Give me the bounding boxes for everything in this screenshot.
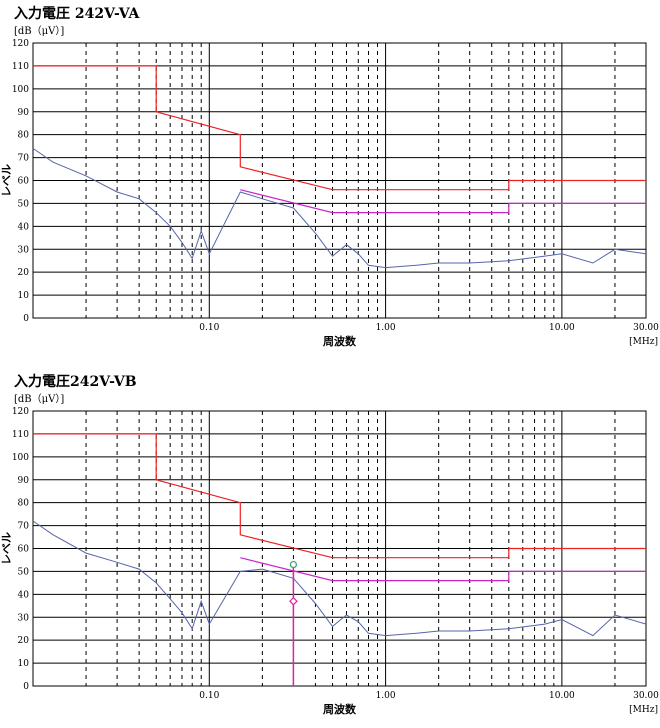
x-tick-label: 0.10: [199, 323, 219, 333]
y-tick-label: 0: [23, 682, 29, 692]
x-axis-unit: [MHz]: [629, 337, 658, 347]
y-tick-label: 10: [18, 659, 30, 669]
chart-svg-vb: 0 10 20 30 40 50 60 70 80 90 100 110 120 0.10 1.00 10.0…: [0, 407, 659, 716]
y-tick-label: 50: [18, 567, 30, 577]
chart-panel-va: 入力電圧 242V-VA [dB（μV）] 0 10 20 30 40 50 60 70 80 9…: [0, 0, 660, 360]
chart-title: 入力電圧242V-VB: [14, 374, 137, 390]
x-tick-label: 1.00: [376, 691, 396, 701]
y-tick-label: 70: [18, 522, 30, 532]
y-axis-label: レベル: [0, 532, 13, 565]
x-tick-label: 10.00: [549, 323, 575, 333]
x-tick-label: 1.00: [376, 323, 396, 333]
chart-title: 入力電圧 242V-VA: [14, 6, 140, 22]
y-tick-label: 50: [18, 199, 30, 209]
y-tick-label: 0: [23, 314, 29, 324]
y-tick-label: 40: [18, 222, 30, 232]
x-tick-label: 0.10: [199, 691, 219, 701]
y-tick-label: 60: [18, 545, 30, 555]
series-trace: [32, 520, 647, 637]
x-axis-label: 周波数: [323, 702, 357, 716]
y-tick-label: 40: [18, 590, 30, 600]
y-tick-label: 110: [12, 62, 29, 72]
y-tick-label: 120: [12, 39, 29, 49]
y-tick-label: 20: [18, 268, 30, 278]
y-tick-label: 30: [18, 245, 30, 255]
x-tick-label: 10.00: [549, 691, 575, 701]
y-axis-unit: [dB（μV）]: [14, 394, 65, 405]
y-tick-label: 80: [18, 131, 30, 141]
y-tick-label: 90: [18, 476, 30, 486]
series-limit-av: [240, 557, 646, 582]
y-tick-label: 80: [18, 499, 30, 509]
chart-panel-vb: 入力電圧242V-VB [dB（μV）] 0 10 20 30 40 50 60 70 80 90…: [0, 368, 660, 728]
y-tick-label: 20: [18, 636, 30, 646]
series-limit-qp: [33, 433, 646, 559]
marker-qp-point: [289, 560, 298, 569]
series-limit-av: [240, 189, 646, 214]
y-tick-label: 70: [18, 154, 30, 164]
series-trace: [32, 147, 647, 269]
y-axis-unit: [dB（μV）]: [14, 26, 65, 37]
x-axis-unit: [MHz]: [629, 705, 658, 715]
y-axis-label: レベル: [0, 164, 13, 197]
y-tick-label: 60: [18, 177, 30, 187]
chart-svg-va: 0 10 20 30 40 50 60 70 80 90 100 110 120 0.10 1.00 10.0…: [0, 39, 659, 348]
x-tick-label: 30.00: [633, 691, 659, 701]
y-tick-label: 100: [12, 453, 29, 463]
x-axis-label: 周波数: [323, 334, 357, 348]
y-tick-label: 100: [12, 85, 29, 95]
y-tick-label: 90: [18, 108, 30, 118]
y-tick-label: 30: [18, 613, 30, 623]
y-tick-label: 10: [18, 291, 30, 301]
y-tick-label: 120: [12, 407, 29, 417]
x-tick-label: 30.00: [633, 323, 659, 333]
marker-av-point: [289, 596, 298, 606]
series-limit-qp: [33, 65, 646, 191]
y-tick-label: 110: [12, 430, 29, 440]
